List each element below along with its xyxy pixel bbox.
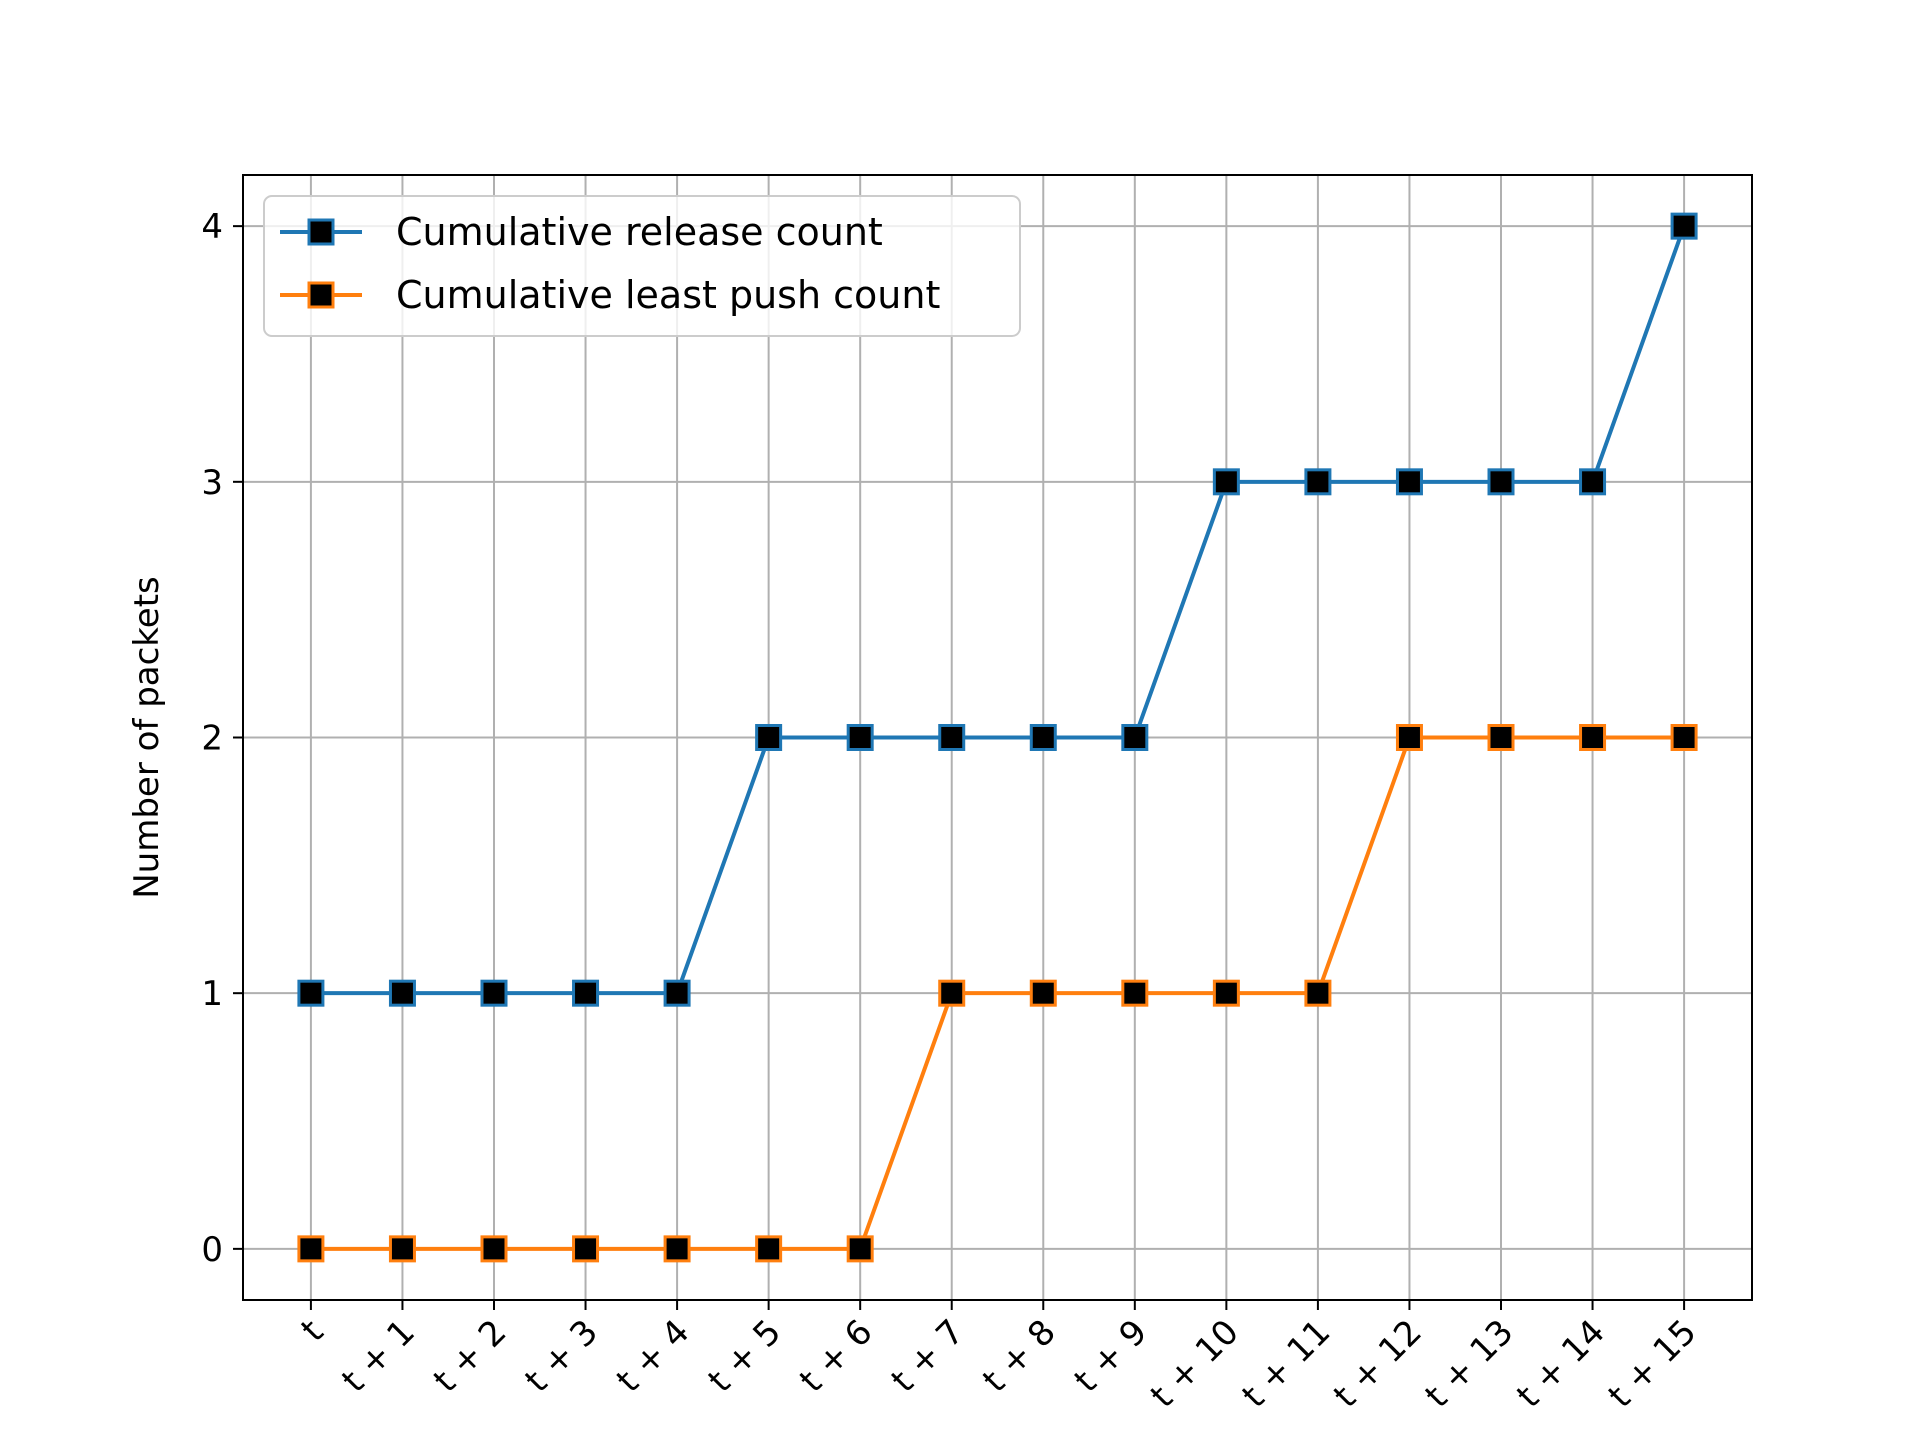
data-point xyxy=(388,1235,416,1263)
data-point xyxy=(572,979,600,1007)
data-point xyxy=(297,979,325,1007)
legend: Cumulative release count Cumulative least… xyxy=(263,195,1021,337)
legend-item: Cumulative least push count xyxy=(280,273,940,317)
data-point xyxy=(846,1235,874,1263)
series-1 xyxy=(297,212,1698,1007)
data-point xyxy=(1487,724,1515,751)
legend-marker xyxy=(307,281,335,309)
series-line xyxy=(310,225,1686,996)
data-point xyxy=(663,1235,691,1263)
data-point xyxy=(1670,724,1698,751)
data-point xyxy=(1579,468,1607,496)
data-point xyxy=(1029,724,1057,751)
data-point xyxy=(480,979,508,1007)
y-axis-label: Number of packets xyxy=(127,576,167,899)
data-point xyxy=(297,1235,325,1263)
data-point xyxy=(1121,979,1149,1007)
legend-label: Cumulative release count xyxy=(396,210,883,254)
series-line xyxy=(310,735,1685,1251)
data-point xyxy=(1212,979,1240,1007)
data-point xyxy=(1579,724,1607,751)
y-tick-label: 4 xyxy=(201,207,223,247)
data-point xyxy=(1395,468,1423,496)
data-point xyxy=(1029,979,1057,1007)
y-tick-label: 1 xyxy=(201,974,223,1014)
data-point xyxy=(1212,468,1240,496)
data-point xyxy=(938,724,966,751)
data-point xyxy=(1670,212,1698,240)
series-2 xyxy=(297,724,1698,1263)
data-point xyxy=(755,1235,783,1263)
data-point xyxy=(1304,468,1332,496)
data-point xyxy=(755,724,783,751)
y-tick-label: 2 xyxy=(201,719,223,759)
data-point xyxy=(938,979,966,1007)
data-point xyxy=(480,1235,508,1263)
legend-item: Cumulative release count xyxy=(280,210,883,254)
data-point xyxy=(1395,724,1423,751)
data-point xyxy=(1304,979,1332,1007)
data-point xyxy=(1121,724,1149,751)
y-tick-label: 3 xyxy=(201,463,223,503)
data-point xyxy=(572,1235,600,1263)
data-point xyxy=(663,979,691,1007)
data-point xyxy=(1487,468,1515,496)
legend-marker xyxy=(307,218,335,246)
y-tick-label: 0 xyxy=(201,1230,223,1270)
legend-box xyxy=(263,195,1021,337)
series-layer xyxy=(297,212,1698,1263)
legend-label: Cumulative least push count xyxy=(396,273,940,317)
data-point xyxy=(846,724,874,751)
data-point xyxy=(388,979,416,1007)
